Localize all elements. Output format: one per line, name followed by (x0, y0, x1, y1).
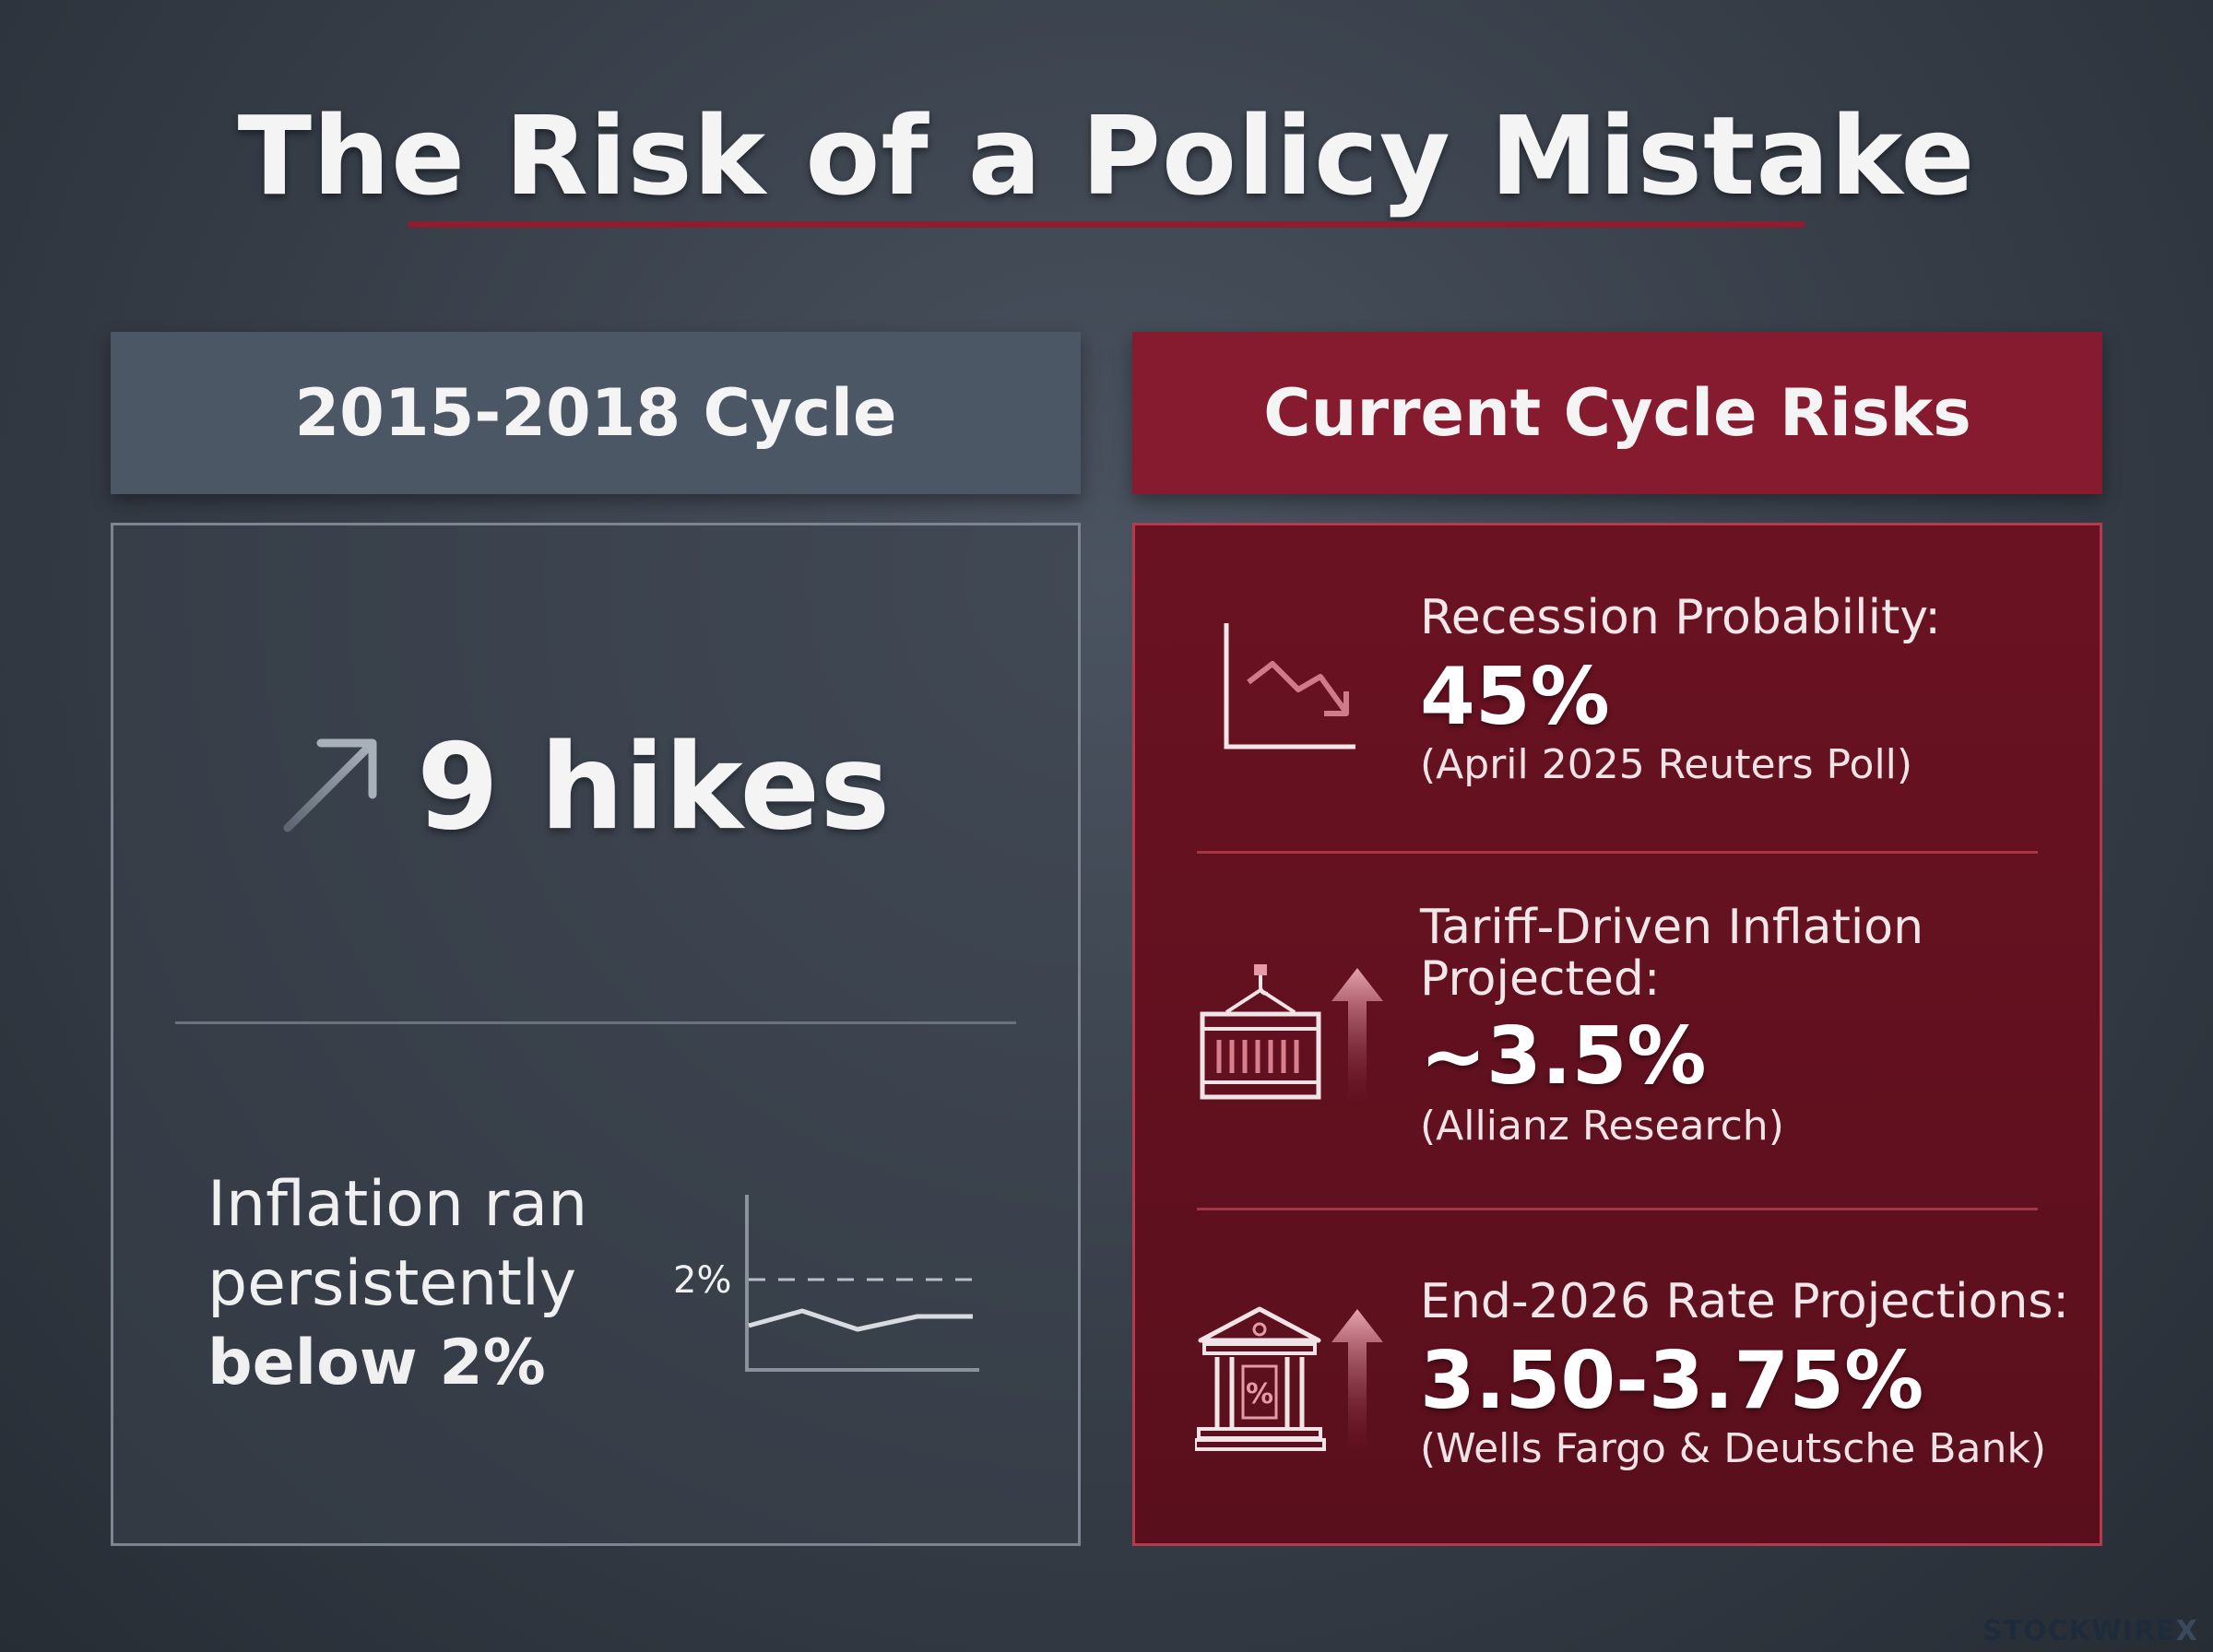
right-column-header: Current Cycle Risks (1132, 332, 2102, 494)
left-divider (175, 1021, 1016, 1024)
left-panel (111, 523, 1081, 1546)
tariff-inflation-source: (Allianz Research) (1420, 1103, 1784, 1150)
bank-percent-arrow-up-icon: % (1195, 1306, 1383, 1451)
svg-text:%: % (1246, 1378, 1273, 1410)
inflation-mini-chart: 2% (673, 1195, 979, 1372)
inflation-text-line3: below 2% (207, 1327, 546, 1399)
right-panel (1132, 523, 2102, 1546)
recession-probability-label: Recession Probability: (1420, 590, 1941, 645)
shipping-container-arrow-up-icon (1200, 964, 1383, 1101)
rate-projections-value: 3.50-3.75% (1420, 1335, 1924, 1427)
left-column-header: 2015-2018 Cycle (111, 332, 1081, 494)
tariff-inflation-value: ~3.5% (1420, 1010, 1707, 1103)
chart-trend-down-icon (1224, 623, 1355, 749)
inflation-text-line1: Inflation ran (207, 1168, 588, 1241)
brand-logo: STOCKWIREX (1982, 1615, 2198, 1647)
arrow-up-right-icon (283, 738, 377, 832)
title-underline (408, 221, 1805, 228)
hikes-count: 9 hikes (417, 719, 891, 856)
row-divider (1197, 851, 2038, 854)
recession-probability-source: (April 2025 Reuters Poll) (1420, 741, 1913, 788)
row-divider (1197, 1208, 2038, 1210)
brand-suffix: X (2175, 1615, 2198, 1647)
recession-probability-value: 45% (1420, 651, 1610, 743)
rate-projections-source: (Wells Fargo & Deutsche Bank) (1420, 1425, 2047, 1472)
brand-name: STOCKWIRE (1982, 1615, 2176, 1647)
target-2pct-label: 2% (673, 1259, 731, 1302)
tariff-inflation-label-line2: Projected: (1420, 951, 1661, 1007)
tariff-inflation-label-line1: Tariff-Driven Inflation (1420, 900, 1924, 955)
rate-projections-label: End-2026 Rate Projections: (1420, 1274, 2069, 1329)
inflation-line (748, 1308, 973, 1332)
page-title: The Risk of a Policy Mistake (237, 92, 1976, 219)
inflation-text-line2: persistently (207, 1247, 577, 1320)
